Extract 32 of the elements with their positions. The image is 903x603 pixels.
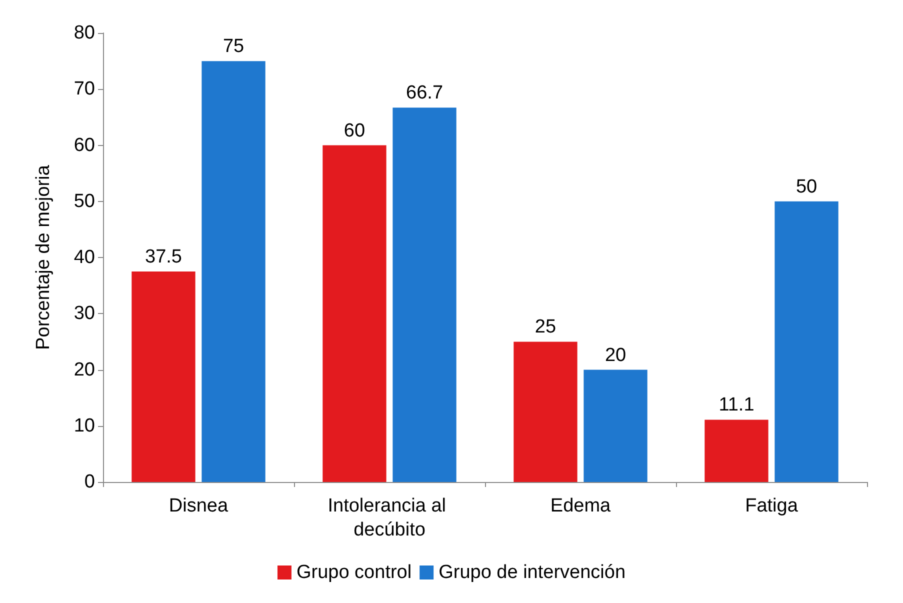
- data-label: 20: [604, 344, 626, 366]
- bar: [584, 370, 648, 482]
- data-label: 66.7: [406, 82, 444, 104]
- bar: [392, 108, 456, 482]
- y-tick-label: 50: [74, 190, 95, 212]
- legend-label: Grupo control: [296, 562, 412, 583]
- bar: [132, 272, 196, 482]
- bar: [202, 61, 266, 482]
- y-tick-label: 20: [74, 359, 95, 380]
- data-label: 60: [344, 120, 366, 142]
- data-label: 50: [796, 176, 818, 198]
- y-tick-label: 80: [74, 22, 95, 44]
- x-tick-label: Edema: [550, 496, 612, 516]
- x-tick-label: Intolerancia al decúbito: [328, 496, 452, 540]
- y-tick-label: 70: [74, 78, 95, 100]
- data-label: 25: [534, 316, 556, 338]
- y-tick-label: 0: [84, 472, 95, 492]
- y-tick-label: 10: [74, 415, 95, 436]
- data-label: 11.1: [718, 394, 754, 416]
- x-tick-label: Disnea: [168, 496, 228, 516]
- y-tick-label: 40: [74, 247, 95, 268]
- y-axis-title: Porcentaje de mejoria: [33, 164, 54, 350]
- bar: [322, 145, 386, 482]
- x-tick-label: Fatiga: [745, 496, 798, 516]
- bar: [704, 420, 768, 482]
- data-label: 75: [222, 36, 244, 58]
- y-tick-label: 60: [74, 134, 95, 156]
- y-tick-label: 30: [74, 303, 95, 324]
- legend-label: Grupo de intervención: [438, 562, 626, 583]
- bar: [774, 201, 838, 482]
- data-label: 37.5: [144, 246, 182, 268]
- bar: [514, 342, 578, 482]
